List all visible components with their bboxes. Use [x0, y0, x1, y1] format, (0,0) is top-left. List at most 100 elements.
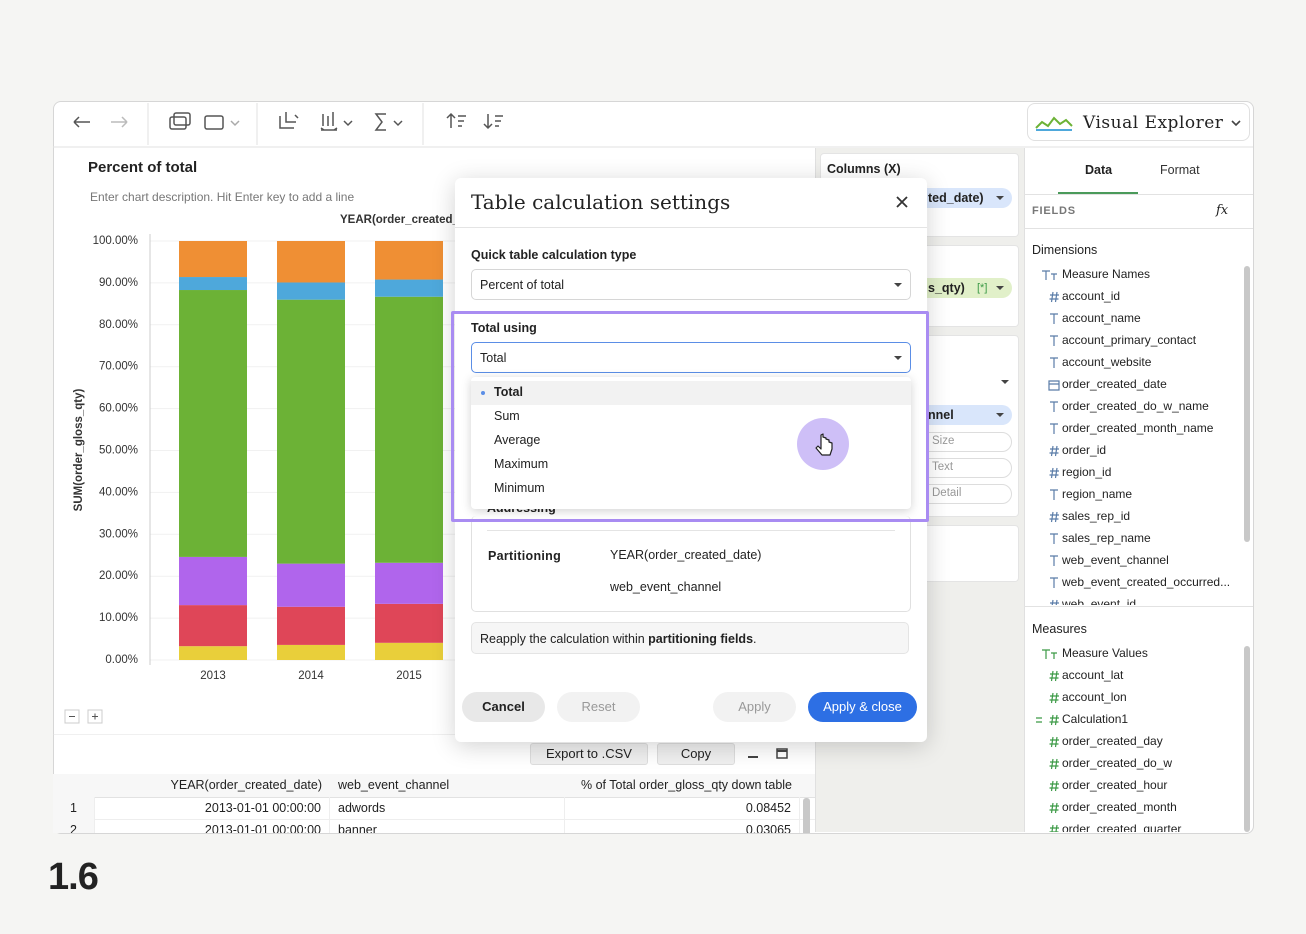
dropdown-option[interactable]: Minimum: [471, 477, 911, 501]
zoom-controls[interactable]: [64, 709, 103, 724]
dropdown-option[interactable]: Sum: [471, 405, 911, 429]
table-cell: 2013-01-01 00:00:00: [95, 797, 330, 819]
icon-stroke: [1050, 599, 1059, 605]
field-item[interactable]: account_name: [1024, 308, 1239, 330]
section-label: Dimensions: [1032, 243, 1098, 257]
note-text: .: [753, 632, 757, 646]
field-icon: [1049, 780, 1059, 792]
field-name: account_website: [1062, 355, 1152, 369]
field-name: region_id: [1062, 465, 1112, 479]
field-name: order_created_date: [1062, 377, 1167, 391]
scrollbar: [1244, 646, 1250, 832]
field-name: web_event_channel: [1062, 553, 1169, 567]
field-name: region_name: [1062, 487, 1133, 501]
field-item[interactable]: order_created_date: [1024, 374, 1239, 396]
column-header: web_event_channel: [338, 778, 450, 792]
field-item[interactable]: order_created_month: [1024, 797, 1239, 819]
apply-button[interactable]: Apply: [713, 692, 796, 722]
icon-shape: [1049, 692, 1059, 704]
field-icon: [1049, 692, 1059, 704]
icon-shape: [1050, 357, 1058, 368]
pill-label: ted_date): [928, 191, 984, 205]
field-item[interactable]: Measure Names: [1024, 264, 1239, 286]
partition-field: YEAR(order_created_date): [610, 548, 762, 562]
reset-button[interactable]: Reset: [557, 692, 640, 722]
y-tick-label: 40.00%: [99, 486, 138, 498]
field-item[interactable]: web_event_created_occurred...: [1024, 572, 1239, 594]
bar-segment: [375, 241, 443, 280]
field-item[interactable]: account_website: [1024, 352, 1239, 374]
field-icon: [1050, 313, 1058, 324]
dropdown-option[interactable]: Maximum: [471, 453, 911, 477]
tab[interactable]: Data: [1085, 163, 1113, 177]
field-name: Measure Values: [1062, 646, 1148, 660]
icon-stroke: [1050, 577, 1058, 588]
field-item[interactable]: order_created_hour: [1024, 775, 1239, 797]
select-value: Percent of total: [480, 278, 565, 292]
copy-button[interactable]: Copy: [657, 743, 735, 765]
table-row: 1 2013-01-01 00:00:00 adwords 0.08452: [53, 797, 815, 820]
y-tick-label: 50.00%: [99, 445, 138, 457]
field-item[interactable]: region_name: [1024, 484, 1239, 506]
icon-shape: [1049, 736, 1059, 748]
field-item[interactable]: account_id: [1024, 286, 1239, 308]
icon-stroke: [1050, 423, 1058, 434]
icon-shape: [1049, 291, 1059, 303]
select[interactable]: Total: [471, 342, 911, 373]
dropdown-option[interactable]: Average: [471, 429, 911, 453]
field-item[interactable]: order_created_day: [1024, 731, 1239, 753]
field-item[interactable]: account_primary_contact: [1024, 330, 1239, 352]
field-item[interactable]: sales_rep_id: [1024, 506, 1239, 528]
dropdown-option[interactable]: Total: [471, 381, 911, 405]
field-item[interactable]: web_event_channel: [1024, 550, 1239, 572]
field-item[interactable]: order_created_quarter: [1024, 819, 1239, 832]
field-icon: [1049, 802, 1059, 814]
bar-segment: [179, 556, 247, 606]
table-cell: banner: [330, 819, 565, 833]
field-icon: [1049, 467, 1059, 479]
chart-description: Enter chart description. Hit Enter key t…: [90, 190, 355, 204]
highlight-box: [451, 311, 929, 522]
field-icon: [1050, 555, 1058, 566]
bar-segment: [375, 642, 443, 660]
icon-shape: [1050, 423, 1058, 434]
field-item[interactable]: Calculation1: [1024, 709, 1239, 731]
icon-shape: [1050, 335, 1058, 346]
field-item[interactable]: order_created_do_w: [1024, 753, 1239, 775]
tab[interactable]: Format: [1160, 163, 1200, 177]
field-icon: [1049, 736, 1059, 748]
cancel-button[interactable]: Cancel: [462, 692, 545, 722]
field-item[interactable]: sales_rep_name: [1024, 528, 1239, 550]
row-number: 1: [53, 797, 95, 819]
field-item[interactable]: web_event_id: [1024, 594, 1239, 605]
export-button[interactable]: Export to .CSV: [530, 743, 648, 765]
field-item[interactable]: order_id: [1024, 440, 1239, 462]
chevron: [894, 356, 902, 360]
pill-label: nnel: [928, 408, 954, 422]
fx-button[interactable]: fx: [1216, 203, 1229, 218]
icon-shape: [1049, 758, 1059, 770]
field-icon: [1042, 649, 1057, 659]
icon-stroke: [1042, 649, 1050, 659]
select[interactable]: Percent of total: [471, 269, 911, 300]
icon-shape: [1049, 824, 1059, 832]
bar-segment: [277, 241, 345, 283]
field-item[interactable]: order_created_month_name: [1024, 418, 1239, 440]
table-cell: 0.03065: [565, 819, 800, 833]
field-item[interactable]: Measure Values: [1024, 643, 1239, 665]
close-button[interactable]: [895, 195, 909, 209]
field-item[interactable]: region_id: [1024, 462, 1239, 484]
field-item[interactable]: order_created_do_w_name: [1024, 396, 1239, 418]
slot-label: Size: [932, 435, 955, 447]
icon-stroke: [1036, 717, 1042, 723]
icon-stroke: [1049, 736, 1059, 748]
field-item[interactable]: account_lon: [1024, 687, 1239, 709]
icon-stroke: [1050, 313, 1058, 324]
app-switcher[interactable]: Visual Explorer: [1027, 103, 1250, 141]
field-item[interactable]: account_lat: [1024, 665, 1239, 687]
table-view-icons[interactable]: [745, 745, 791, 763]
icon-stroke: [1049, 445, 1059, 457]
apply-close-button[interactable]: Apply & close: [808, 692, 917, 722]
bar-segment: [277, 563, 345, 607]
option-label: Sum: [494, 409, 520, 423]
